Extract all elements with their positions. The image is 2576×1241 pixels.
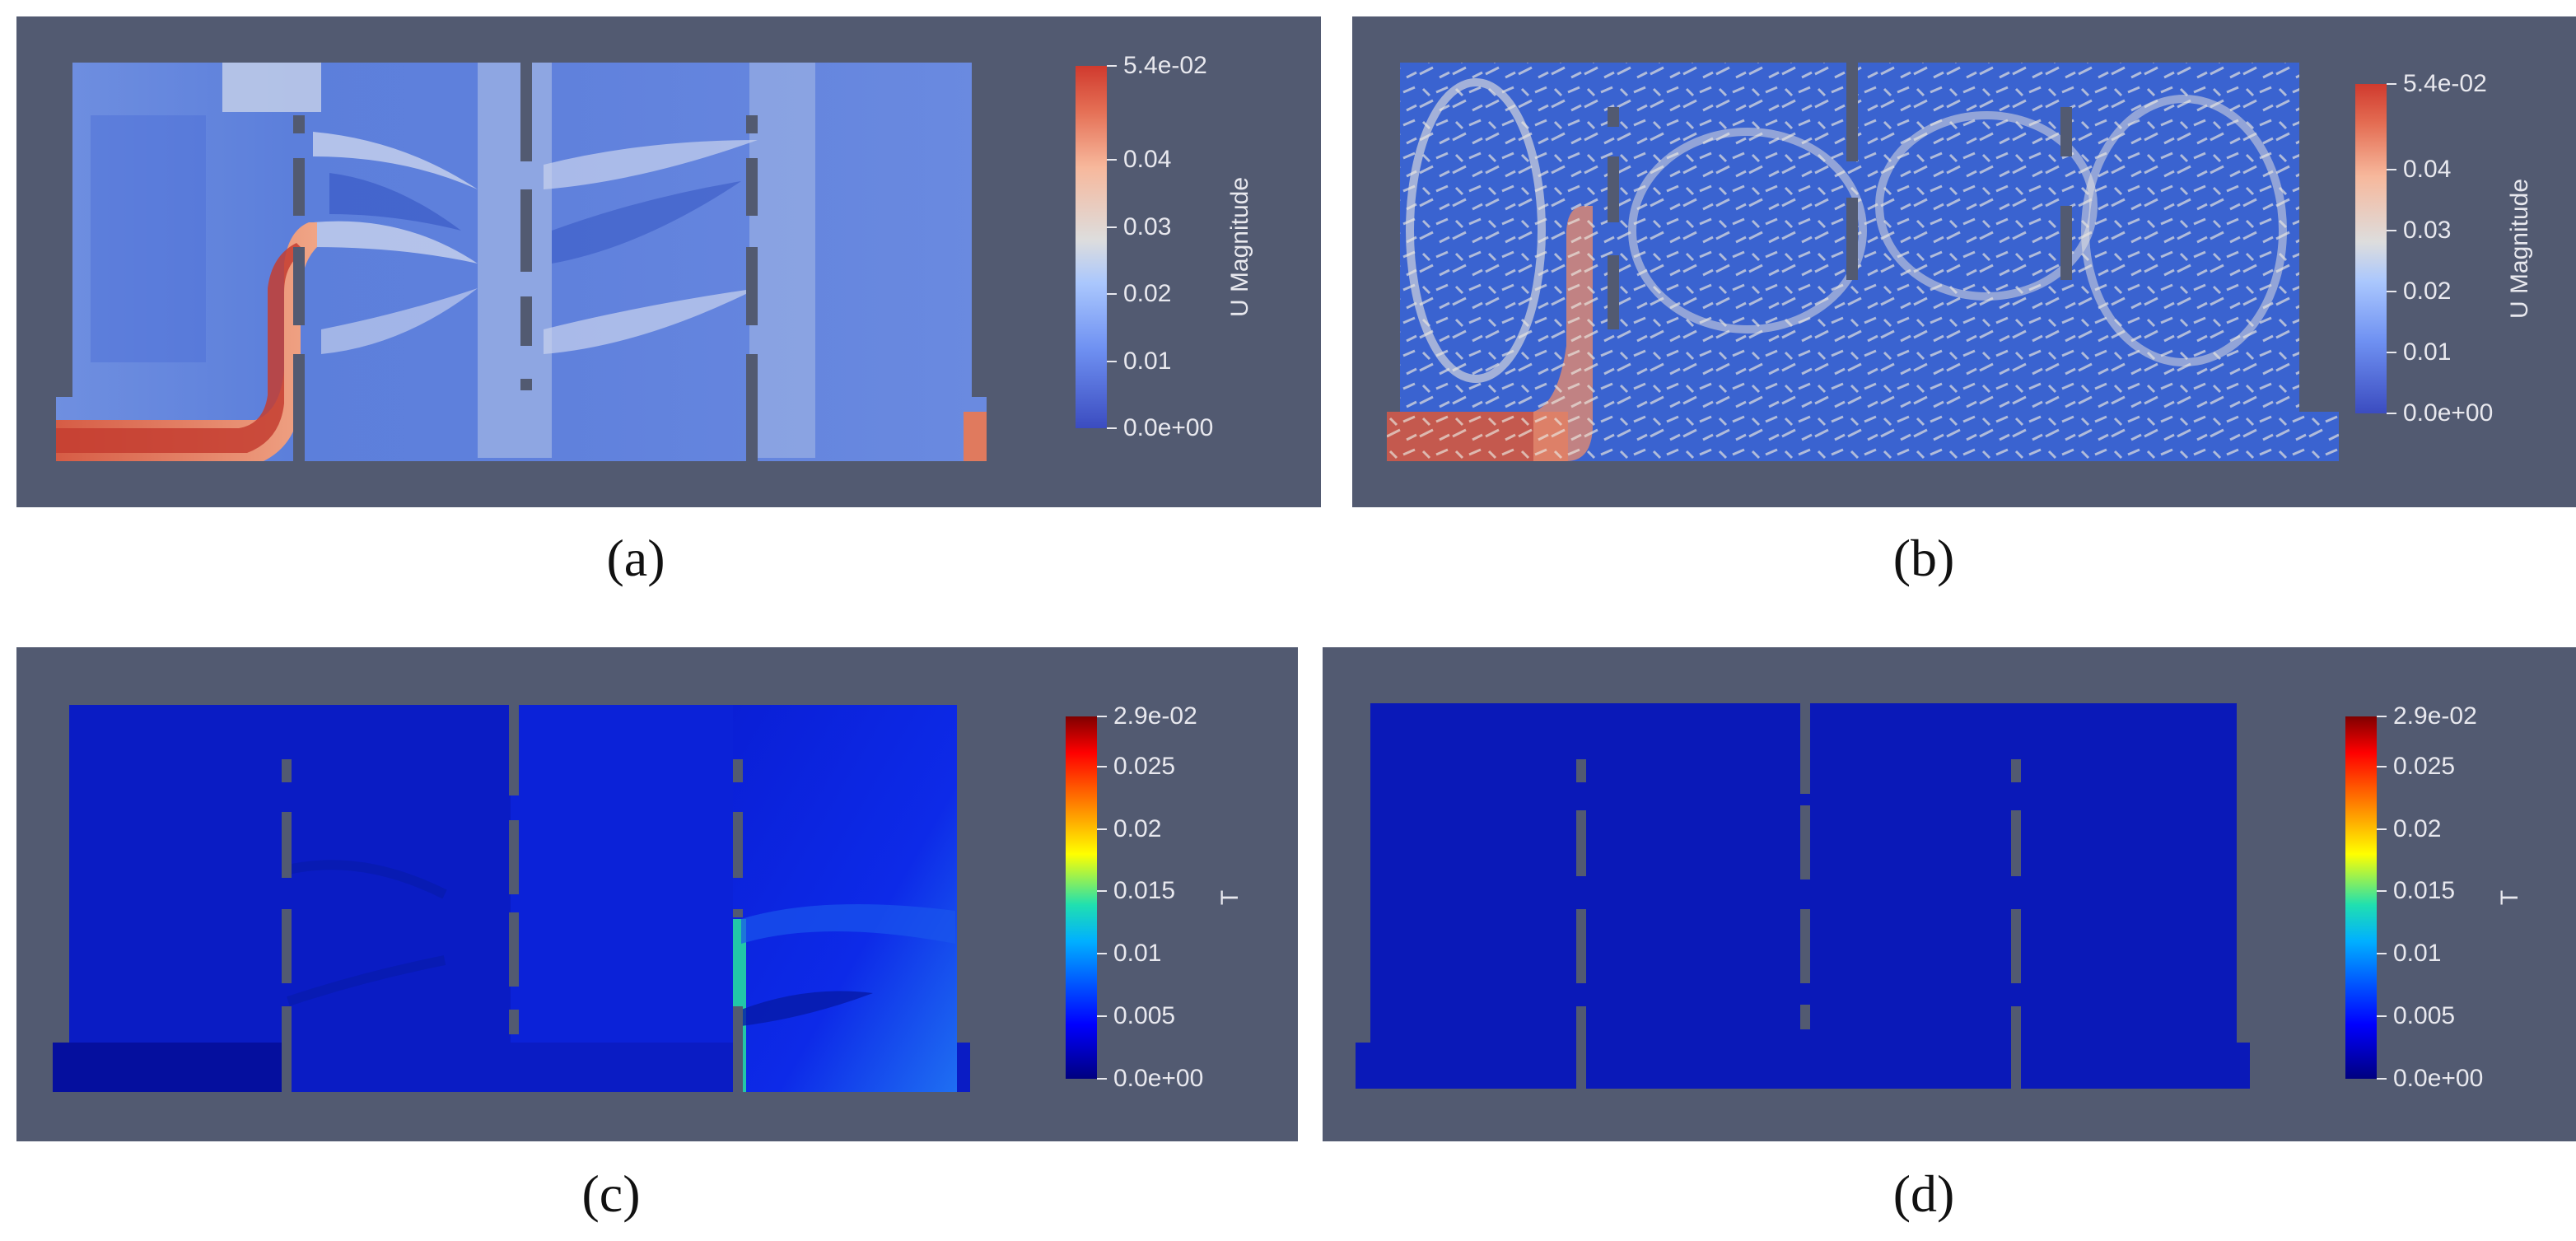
colorbar-tick-label: 0.015 [2393,877,2456,905]
panel-c-temperature: 2.9e-02 0.025 0.02 0.015 0.01 0.005 0.0e+00 T [16,647,1298,1141]
panel-d-temperature: 2.9e-02 0.025 0.02 0.015 0.01 0.005 0.0e+00 T [1323,647,2576,1141]
panel-a-velocity-magnitude: 5.4e-02 0.04 0.03 0.02 0.01 0.0e+00 U Magnitud… [16,16,1321,507]
colorbar-tick-label: 0.04 [1123,146,1172,174]
colorbar-tick-label: 0.0e+00 [2393,1065,2484,1092]
colorbar-tick [1097,828,1107,830]
colorbar-tick [1097,953,1107,955]
velocity-field-render [56,63,987,461]
colorbar-tick-label: 0.025 [2393,752,2456,780]
colorbar-tick [2387,229,2396,231]
colorbar-tick-label: 0.04 [2403,155,2452,183]
colorbar-tick-label: 0.02 [1123,280,1172,308]
colorbar-tick-label: 0.015 [1113,877,1176,905]
colorbar-tick [2377,1015,2387,1018]
colorbar-tick [2387,351,2396,353]
colorbar-tick-label: 0.0e+00 [1113,1065,1204,1092]
colorbar-gradient [1066,716,1097,1079]
colorbar-tick-label: 0.01 [1123,347,1172,375]
colorbar-tick-label: 0.02 [1113,814,1162,842]
colorbar-tick [2377,716,2387,717]
colorbar-tick-label: 0.03 [1123,212,1172,240]
colorbar-tick [2377,828,2387,830]
colorbar-tick [2387,83,2396,85]
caption-d: (d) [1892,1164,1955,1223]
colorbar-tick [2377,953,2387,955]
colorbar-tick [1107,427,1117,429]
temperature-field-render [1356,703,2250,1089]
colorbar-tick-label: 0.02 [2393,814,2442,842]
colorbar-tick [1097,1078,1107,1080]
colorbar-tick-label: 0.0e+00 [1123,414,1214,441]
colorbar-tick [1107,226,1117,228]
colorbar-tick [2387,168,2396,170]
colorbar-tick-label: 0.0e+00 [2403,399,2494,427]
colorbar-tick [1097,765,1107,767]
temperature-field-render [53,705,970,1092]
colorbar-tick [2387,290,2396,292]
colorbar-tick [1107,360,1117,362]
colorbar-tick-label: 0.01 [1113,940,1162,968]
colorbar-tick [2387,413,2396,414]
colorbar-title: U Magnitude [2506,178,2534,320]
colorbar-tick [1097,1015,1107,1018]
caption-b: (b) [1892,529,1955,587]
colorbar-tick-label: 0.005 [1113,1002,1176,1030]
colorbar-tick-label: 5.4e-02 [2403,70,2487,97]
colorbar-tick-label: 0.01 [2393,940,2442,968]
colorbar-tick [2377,1078,2387,1080]
caption-c: (c) [581,1164,641,1223]
colorbar-title: T [2496,889,2524,906]
colorbar-title: U Magnitude [1226,176,1254,318]
colorbar-tick [1097,890,1107,893]
caption-a: (a) [606,529,665,587]
colorbar-tick-label: 0.03 [2403,216,2452,244]
colorbar-tick [1097,716,1107,717]
colorbar-tick [1107,65,1117,67]
colorbar-gradient [1076,66,1107,428]
colorbar-tick-label: 0.01 [2403,338,2452,366]
colorbar-tick [2377,765,2387,767]
colorbar-title: T [1216,889,1244,906]
colorbar-gradient [2345,716,2377,1079]
colorbar-tick [1107,293,1117,296]
colorbar-gradient [2355,84,2387,413]
velocity-vector-render [1387,63,2339,461]
colorbar-tick-label: 0.02 [2403,277,2452,305]
colorbar-tick [1107,159,1117,161]
colorbar-tick-label: 5.4e-02 [1123,52,1207,79]
colorbar-tick [2377,890,2387,893]
colorbar-tick-label: 2.9e-02 [1113,702,1197,730]
colorbar-tick-label: 0.005 [2393,1002,2456,1030]
colorbar-tick-label: 0.025 [1113,752,1176,780]
colorbar-tick-label: 2.9e-02 [2393,702,2477,730]
panel-b-velocity-vectors: 5.4e-02 0.04 0.03 0.02 0.01 0.0e+00 U Magnitud… [1352,16,2576,507]
